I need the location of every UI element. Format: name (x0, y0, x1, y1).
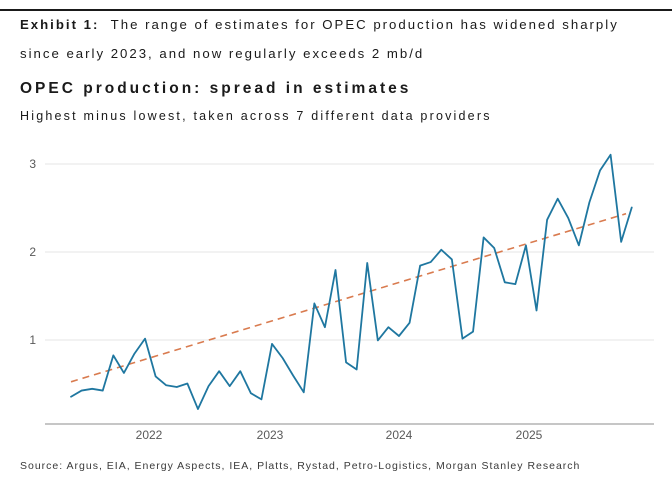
svg-text:2: 2 (29, 245, 36, 259)
svg-text:1: 1 (29, 333, 36, 347)
svg-text:2022: 2022 (136, 428, 163, 442)
svg-text:2023: 2023 (257, 428, 284, 442)
svg-text:3: 3 (29, 157, 36, 171)
svg-text:2024: 2024 (386, 428, 413, 442)
svg-text:2025: 2025 (516, 428, 543, 442)
